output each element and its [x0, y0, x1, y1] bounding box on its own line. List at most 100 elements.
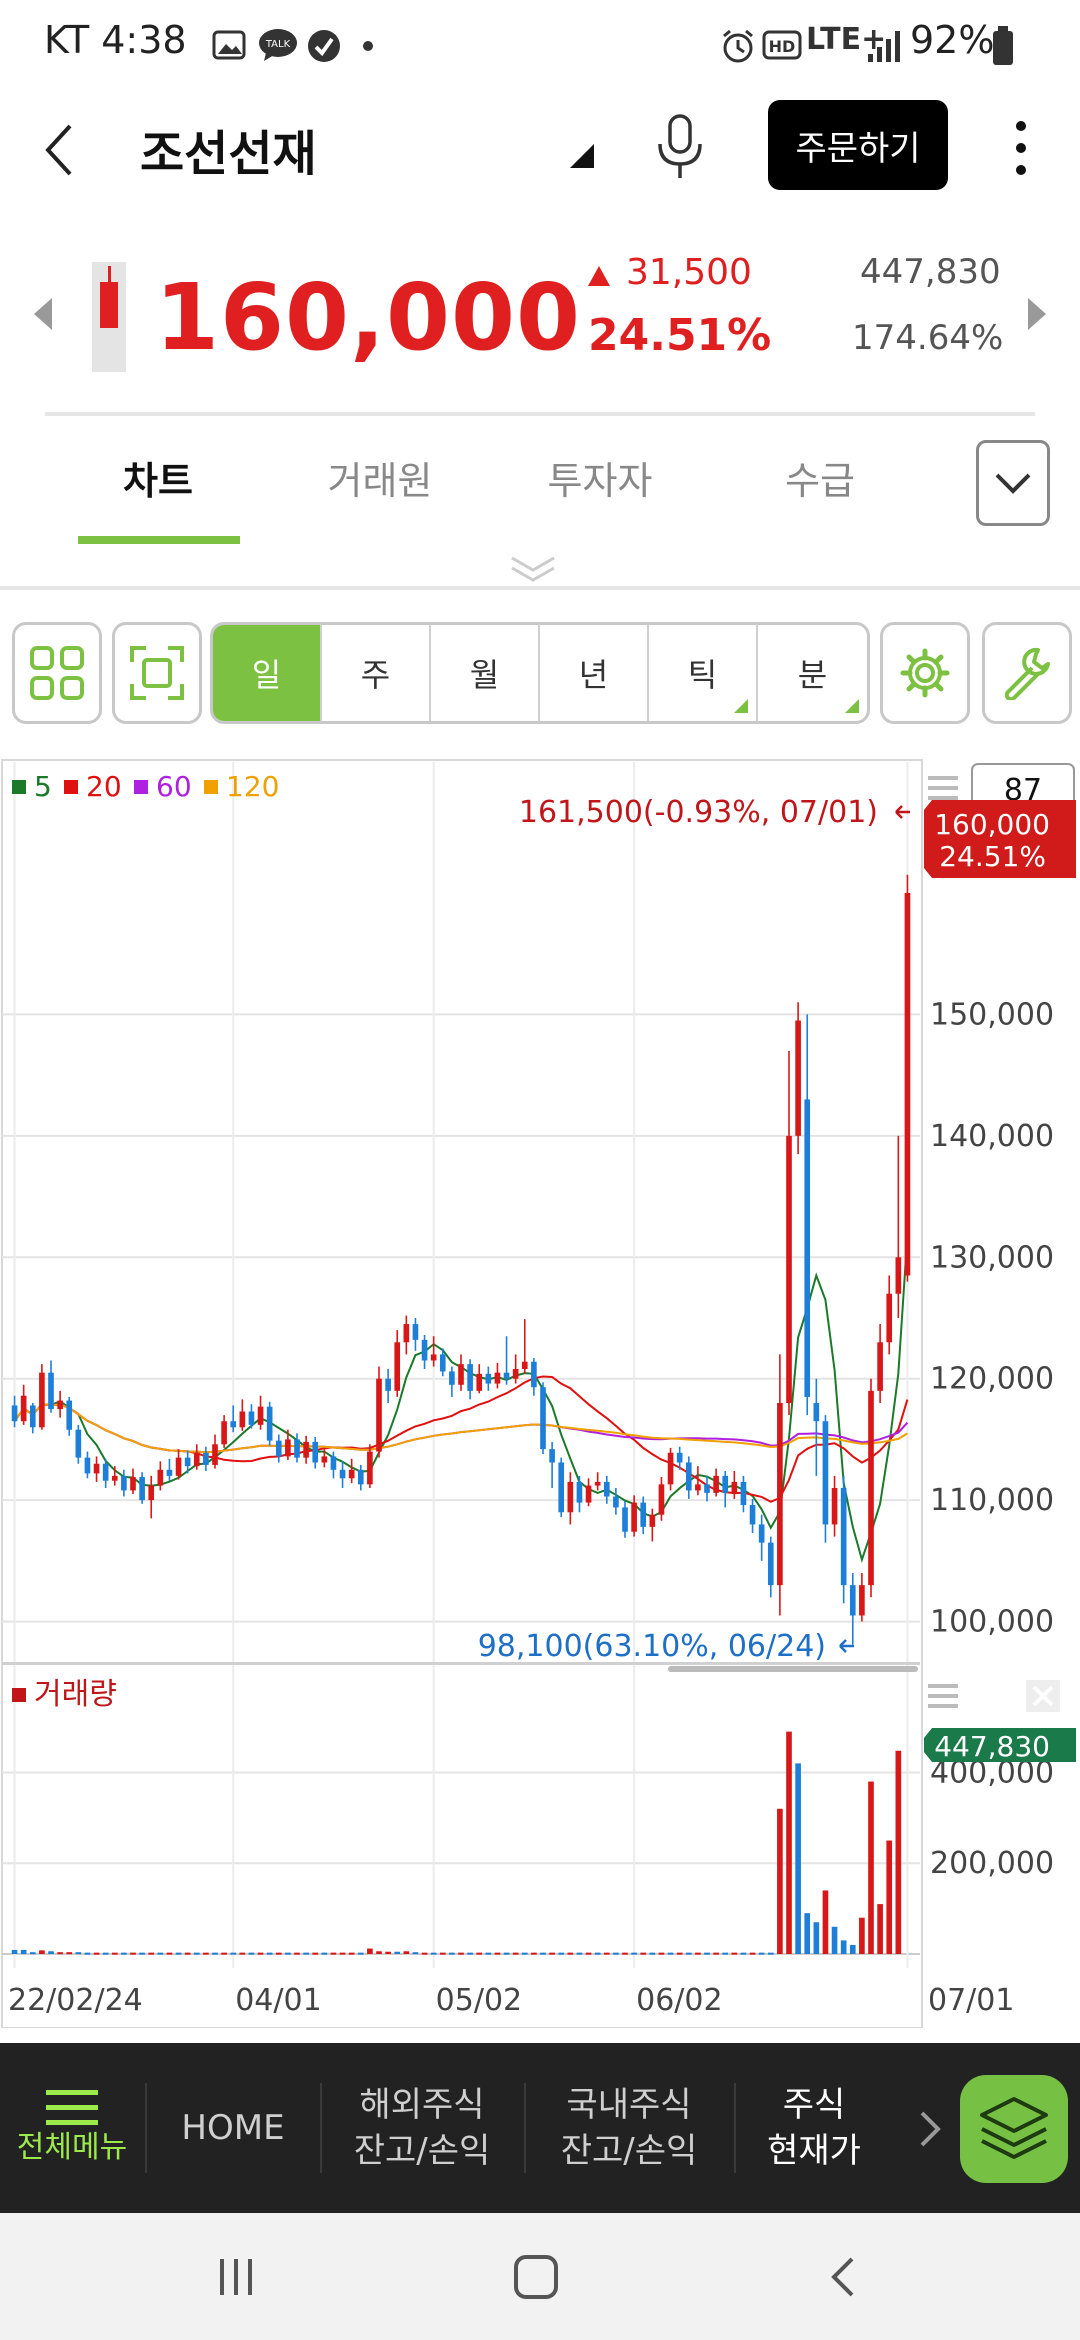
candle-body [330, 1456, 337, 1470]
collapse-chevrons-icon[interactable] [508, 554, 558, 584]
volume-bar [230, 1952, 237, 1955]
period-week[interactable]: 주 [322, 625, 431, 721]
svg-text:HD: HD [769, 37, 796, 56]
volume-bar [203, 1952, 209, 1955]
candle-body [348, 1469, 355, 1479]
volume-bar [613, 1952, 619, 1955]
chevron-right-icon[interactable] [918, 2109, 944, 2149]
volume-bar [859, 1917, 865, 1954]
grid-layout-button[interactable] [12, 622, 102, 724]
nav-stock-price[interactable]: 주식 현재가 [767, 2085, 861, 2171]
close-volume-icon[interactable] [1026, 1680, 1060, 1712]
candle-body [877, 1342, 883, 1391]
candle-body [795, 1020, 801, 1136]
nav-overseas-balance[interactable]: 해외주식 잔고/손익 [353, 2085, 491, 2171]
period-tick[interactable]: 틱 [649, 625, 758, 721]
candle-body [631, 1502, 637, 1532]
nav-domestic-balance[interactable]: 국내주식 잔고/손익 [560, 2085, 698, 2171]
quote-panel: 160,000 31,500 24.51% 447,830 174.64% [0, 240, 1080, 430]
candle-body [658, 1484, 665, 1515]
period-year[interactable]: 년 [540, 625, 649, 721]
pane-divider [2, 1662, 920, 1665]
candle-body [449, 1371, 455, 1385]
tab-expand-button[interactable] [976, 440, 1050, 526]
volume-bar [767, 1952, 774, 1955]
candle-body [275, 1440, 282, 1457]
dropdown-triangle-icon[interactable] [568, 142, 596, 170]
microphone-icon[interactable] [652, 112, 708, 182]
candle-body [294, 1439, 300, 1458]
volume-bar [622, 1952, 628, 1955]
volume-bar [20, 1949, 27, 1954]
chart-settings-button[interactable] [880, 622, 970, 724]
price-tick-label: 110,000 [930, 1483, 1054, 1518]
candle-body [66, 1400, 73, 1430]
candle-body [476, 1373, 483, 1391]
chevron-left-icon[interactable] [40, 120, 80, 180]
candle-body [385, 1378, 391, 1391]
period-minute[interactable]: 분 [758, 625, 867, 721]
trade-volume: 447,830 [860, 252, 1001, 292]
candle-body [777, 1403, 783, 1586]
candle-body [184, 1457, 191, 1467]
pane-resize-handle[interactable] [668, 1666, 918, 1672]
period-month[interactable]: 월 [431, 625, 540, 721]
layers-button[interactable] [960, 2075, 1068, 2183]
volume-bar [485, 1952, 492, 1955]
candle-body [29, 1405, 36, 1428]
volume-bar [385, 1951, 391, 1954]
candle-body [39, 1372, 45, 1428]
wrench-icon [1004, 647, 1050, 700]
back-icon[interactable] [826, 2255, 860, 2299]
candle-body [403, 1324, 410, 1343]
candle-body [695, 1484, 701, 1491]
tab-broker[interactable]: 거래원 [327, 459, 433, 503]
candle-body [895, 1257, 902, 1294]
next-stock-icon[interactable] [1024, 296, 1050, 332]
recents-icon[interactable] [214, 2255, 258, 2299]
all-menu-button[interactable]: 전체메뉴 [0, 2043, 144, 2213]
candles [11, 874, 911, 1645]
period-day[interactable]: 일 [213, 625, 322, 721]
chevron-down-icon [995, 473, 1031, 494]
volume-bar [330, 1952, 337, 1955]
legend-swatch [134, 780, 148, 794]
candle-body [758, 1524, 765, 1543]
date-tick-label: 06/02 [636, 1983, 722, 2018]
chart-menu-icon[interactable] [928, 776, 958, 800]
candle-body [57, 1400, 63, 1410]
volume-bar [540, 1952, 546, 1955]
candle-body [266, 1406, 273, 1441]
volume-bar [275, 1952, 282, 1955]
home-icon[interactable] [512, 2253, 560, 2301]
date-tick-label: 05/02 [436, 1983, 522, 2018]
tab-investor[interactable]: 투자자 [547, 459, 653, 503]
candle-indicator-icon [92, 262, 126, 372]
ma-legend: 5 20 60 120 [12, 770, 279, 803]
candle-body [93, 1463, 100, 1474]
candle-body [804, 1099, 811, 1397]
tab-bar: 차트 거래원 투자자 수급 [0, 430, 1080, 590]
volume-bar [658, 1952, 665, 1955]
stock-chart[interactable]: 100,000 110,000 120,000 130,000 140,000 150,0… [0, 758, 1080, 2028]
prev-stock-icon[interactable] [30, 296, 56, 332]
fullscreen-button[interactable] [112, 622, 202, 724]
stock-name[interactable]: 조선선재 [140, 126, 317, 182]
candle-body [786, 1135, 792, 1403]
candle-body [531, 1361, 537, 1388]
volume-bar [476, 1952, 483, 1955]
candle-body [239, 1411, 246, 1428]
volume-bar [294, 1952, 300, 1955]
high-annotation: 161,500(-0.93%, 07/01) [519, 795, 878, 830]
order-button[interactable]: 주문하기 [768, 100, 948, 190]
tab-chart[interactable]: 차트 [123, 459, 193, 503]
nav-home[interactable]: HOME [181, 2108, 285, 2148]
fullscreen-icon [130, 646, 184, 700]
volume-menu-icon[interactable] [928, 1684, 958, 1708]
candle-body [412, 1324, 419, 1340]
settings-icon [900, 648, 950, 698]
more-vertical-icon[interactable] [1006, 116, 1036, 180]
candle-body [567, 1481, 574, 1513]
tools-button[interactable] [982, 622, 1072, 724]
tab-supply[interactable]: 수급 [785, 459, 855, 503]
